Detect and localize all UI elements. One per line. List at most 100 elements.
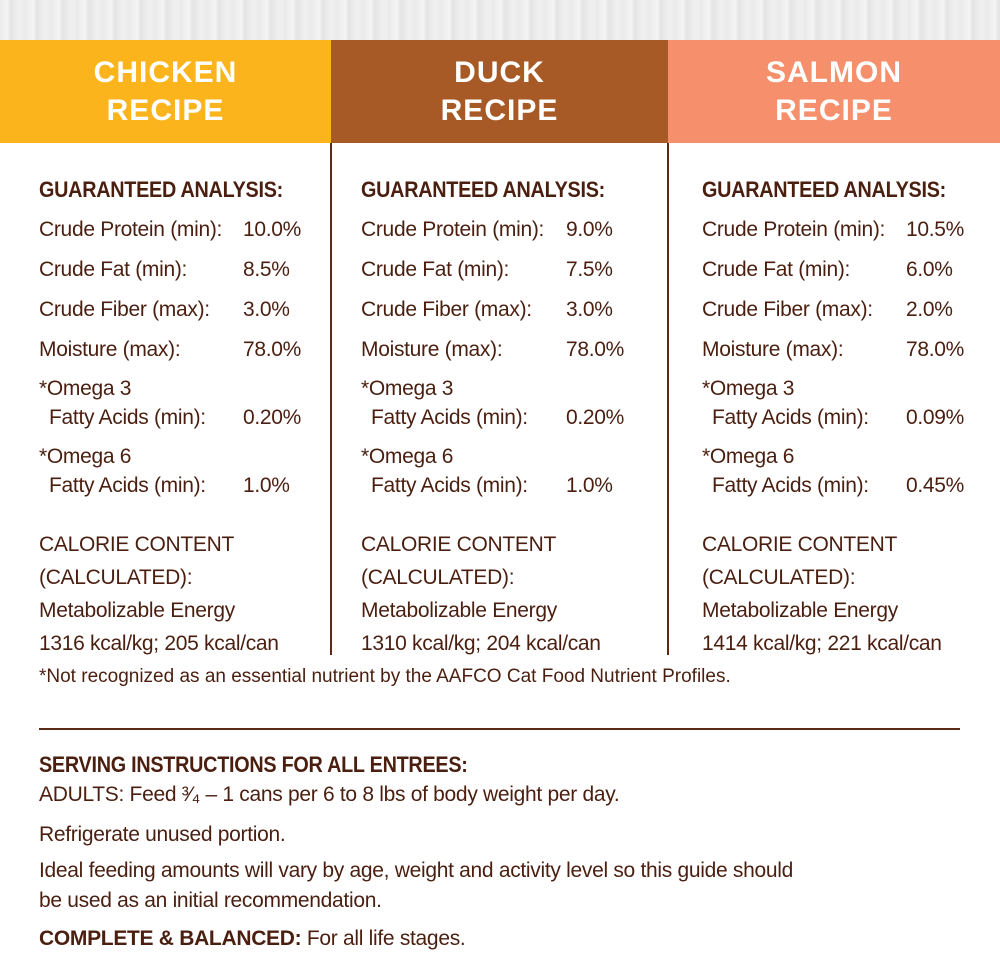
header-salmon: SALMON RECIPE [668,40,1000,143]
analysis-row: *Omega 3 Fatty Acids (min): 0.09% [702,370,973,438]
calorie-line: 1316 kcal/kg; 205 kcal/can [39,632,279,655]
analysis-row: *Omega 3 Fatty Acids (min): 0.20% [39,370,310,438]
header-title: SALMON [766,55,902,89]
analysis-label: Crude Protein (min): [39,218,223,241]
analysis-value: 10.5% [906,218,965,241]
analysis-label: Moisture (max): [702,338,844,361]
analysis-value: 9.0% [566,218,613,241]
analysis-row: Crude Protein (min): 10.0% [39,210,310,250]
analysis-value: 78.0% [906,338,965,361]
analysis-heading: GUARANTEED ANALYSIS: [361,177,605,202]
column-chicken: GUARANTEED ANALYSIS: Crude Protein (min)… [39,170,310,660]
calorie-content: CALORIE CONTENT (CALCULATED): Metabolizabl… [39,528,310,660]
column-divider [330,143,332,655]
analysis-label: *Omega 6 [702,445,795,468]
column-duck: GUARANTEED ANALYSIS: Crude Protein (min)… [361,170,632,660]
analysis-label: Crude Fiber (max): [39,298,210,321]
analysis-label: Fatty Acids (min): [49,406,206,429]
analysis-value: 8.5% [243,258,290,281]
header-subtitle: RECIPE [106,93,225,127]
analysis-value: 10.0% [243,218,302,241]
complete-balanced: COMPLETE & BALANCED: For all life stages… [39,924,793,954]
analysis-row: Crude Fiber (max): 3.0% [39,290,310,330]
analysis-value: 1.0% [243,474,290,497]
calorie-line: 1310 kcal/kg; 204 kcal/can [361,632,601,655]
calorie-line: (CALCULATED): [39,566,193,589]
calorie-line: Metabolizable Energy [702,599,898,622]
analysis-row: Moisture (max): 78.0% [361,330,632,370]
analysis-value: 78.0% [566,338,625,361]
analysis-label: *Omega 3 [361,377,454,400]
analysis-label: Fatty Acids (min): [371,474,528,497]
header-title: DUCK [454,55,545,89]
analysis-label: Crude Fat (min): [702,258,851,281]
serving-instructions: SERVING INSTRUCTIONS FOR ALL ENTREES: AD… [39,750,793,954]
wood-background [0,0,1000,40]
analysis-value: 0.20% [566,406,625,429]
analysis-label: Crude Fiber (max): [361,298,532,321]
calorie-line: Metabolizable Energy [361,599,557,622]
analysis-value: 6.0% [906,258,953,281]
analysis-value: 0.45% [906,474,965,497]
analysis-row: Moisture (max): 78.0% [39,330,310,370]
analysis-value: 2.0% [906,298,953,321]
analysis-label: Moisture (max): [361,338,503,361]
analysis-row: *Omega 3 Fatty Acids (min): 0.20% [361,370,632,438]
analysis-value: 1.0% [566,474,613,497]
calorie-line: (CALCULATED): [361,566,515,589]
analysis-row: *Omega 6 Fatty Acids (min): 1.0% [39,438,310,506]
analysis-label: Moisture (max): [39,338,181,361]
analysis-label: Fatty Acids (min): [712,474,869,497]
divider-rule [39,728,960,730]
complete-label: COMPLETE & BALANCED: [39,927,302,950]
analysis-label: Crude Protein (min): [361,218,545,241]
column-divider [667,143,669,655]
refrigerate-instruction: Refrigerate unused portion. [39,823,286,846]
analysis-row: Moisture (max): 78.0% [702,330,973,370]
calorie-line: (CALCULATED): [702,566,856,589]
analysis-heading: GUARANTEED ANALYSIS: [39,177,283,202]
header-subtitle: RECIPE [775,93,893,127]
serving-heading: SERVING INSTRUCTIONS FOR ALL ENTREES: [39,752,468,777]
calorie-line: CALORIE CONTENT [361,533,557,556]
analysis-label: Fatty Acids (min): [49,474,206,497]
analysis-heading: GUARANTEED ANALYSIS: [702,177,946,202]
analysis-label: Crude Fiber (max): [702,298,873,321]
analysis-value: 7.5% [566,258,613,281]
calorie-line: 1414 kcal/kg; 221 kcal/can [702,632,942,655]
analysis-label: Fatty Acids (min): [371,406,528,429]
analysis-label: *Omega 6 [361,445,454,468]
analysis-row: Crude Fat (min): 6.0% [702,250,973,290]
analysis-row: Crude Fat (min): 7.5% [361,250,632,290]
ideal-line-1: Ideal feeding amounts will vary by age, … [39,859,793,882]
analysis-value: 0.09% [906,406,965,429]
analysis-label: Crude Fat (min): [361,258,510,281]
footnote: *Not recognized as an essential nutrient… [39,666,731,687]
analysis-label: *Omega 3 [702,377,795,400]
analysis-label: Crude Protein (min): [702,218,886,241]
analysis-row: Crude Protein (min): 10.5% [702,210,973,250]
analysis-value: 0.20% [243,406,302,429]
complete-text: For all life stages. [301,927,466,950]
calorie-content: CALORIE CONTENT (CALCULATED): Metabolizabl… [361,528,632,660]
analysis-row: Crude Protein (min): 9.0% [361,210,632,250]
analysis-value: 3.0% [566,298,613,321]
analysis-row: *Omega 6 Fatty Acids (min): 1.0% [361,438,632,506]
analysis-label: *Omega 3 [39,377,132,400]
header-subtitle: RECIPE [440,93,559,127]
calorie-line: CALORIE CONTENT [702,533,898,556]
header-chicken: CHICKEN RECIPE [0,40,331,143]
analysis-row: *Omega 6 Fatty Acids (min): 0.45% [702,438,973,506]
calorie-line: CALORIE CONTENT [39,533,235,556]
analysis-label: Fatty Acids (min): [712,406,869,429]
column-salmon: GUARANTEED ANALYSIS: Crude Protein (min)… [702,170,973,660]
analysis-value: 3.0% [243,298,290,321]
analysis-row: Crude Fat (min): 8.5% [39,250,310,290]
analysis-row: Crude Fiber (max): 2.0% [702,290,973,330]
calorie-content: CALORIE CONTENT (CALCULATED): Metabolizabl… [702,528,973,660]
adults-instruction: ADULTS: Feed ³⁄₄ – 1 cans per 6 to 8 lbs… [39,783,620,806]
analysis-label: *Omega 6 [39,445,132,468]
header-duck: DUCK RECIPE [331,40,668,143]
calorie-line: Metabolizable Energy [39,599,235,622]
header-title: CHICKEN [93,55,238,89]
